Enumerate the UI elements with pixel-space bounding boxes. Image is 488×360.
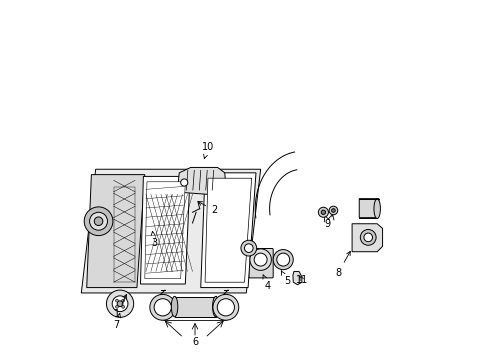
Circle shape (122, 299, 124, 302)
Polygon shape (359, 199, 378, 218)
Circle shape (331, 209, 335, 212)
Ellipse shape (373, 199, 380, 219)
Circle shape (254, 253, 266, 266)
Circle shape (328, 206, 337, 215)
Circle shape (241, 240, 256, 256)
Circle shape (244, 244, 253, 252)
Polygon shape (201, 173, 255, 288)
Circle shape (321, 210, 325, 215)
Text: 3: 3 (151, 231, 157, 248)
Text: 7: 7 (113, 314, 120, 329)
Circle shape (84, 207, 113, 235)
Polygon shape (81, 169, 260, 293)
Text: 4: 4 (263, 275, 270, 291)
Text: 8: 8 (335, 251, 349, 278)
Circle shape (122, 305, 124, 308)
Polygon shape (144, 182, 185, 279)
Circle shape (318, 207, 328, 217)
Circle shape (363, 233, 372, 242)
Circle shape (89, 212, 107, 230)
Polygon shape (351, 224, 382, 252)
Polygon shape (178, 167, 225, 194)
Polygon shape (292, 271, 301, 285)
Circle shape (94, 217, 102, 226)
Circle shape (117, 301, 122, 307)
Circle shape (106, 290, 133, 318)
Polygon shape (174, 297, 215, 317)
Polygon shape (86, 175, 144, 288)
Text: 5: 5 (281, 271, 289, 286)
Text: 2: 2 (198, 202, 217, 216)
Polygon shape (204, 178, 251, 282)
Circle shape (115, 299, 118, 302)
Text: 11: 11 (295, 275, 307, 285)
Circle shape (360, 229, 375, 245)
Ellipse shape (171, 296, 178, 317)
Text: 6: 6 (192, 337, 198, 347)
Text: 9: 9 (324, 219, 330, 229)
Circle shape (154, 299, 171, 316)
Circle shape (273, 249, 293, 270)
Text: 10: 10 (202, 142, 214, 158)
Circle shape (112, 296, 128, 312)
Circle shape (115, 305, 118, 308)
Circle shape (180, 179, 187, 186)
Text: 1: 1 (114, 294, 126, 319)
Polygon shape (140, 176, 190, 284)
Circle shape (149, 294, 175, 320)
Circle shape (249, 249, 271, 270)
Circle shape (212, 294, 238, 320)
FancyBboxPatch shape (248, 248, 273, 278)
Ellipse shape (212, 296, 219, 317)
Circle shape (276, 253, 289, 266)
Circle shape (217, 299, 234, 316)
